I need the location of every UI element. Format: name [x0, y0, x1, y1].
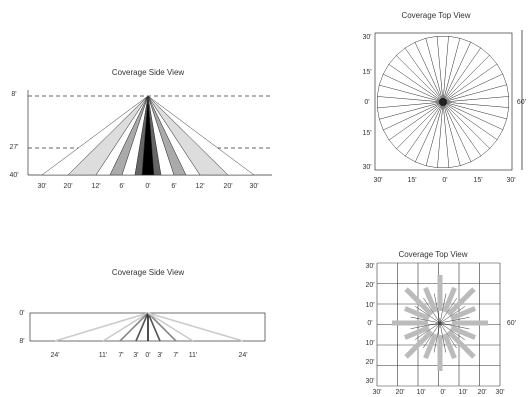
coverage-ray — [414, 322, 441, 340]
distance-label: 30' — [372, 389, 381, 396]
coverage-ray — [119, 312, 149, 342]
distance-label: 7' — [118, 352, 123, 359]
distance-label: 20' — [223, 183, 232, 190]
height-label: 20' — [365, 282, 374, 289]
distance-label: 6' — [171, 183, 176, 190]
coverage-ray — [414, 306, 441, 324]
distance-label: 30' — [37, 183, 46, 190]
distance-label: 0' — [145, 352, 150, 359]
height-label: 20' — [365, 359, 374, 366]
shapes — [27, 30, 523, 387]
coverage-zone — [442, 286, 457, 313]
height-label: 8' — [19, 338, 24, 345]
coverage-ray — [434, 293, 441, 324]
distance-label: 20' — [477, 389, 486, 396]
distance-label: 11' — [99, 352, 108, 359]
distance-label: 11' — [189, 352, 198, 359]
coverage-zone — [404, 329, 434, 359]
height-label: 15' — [362, 130, 371, 137]
coverage-zone — [404, 287, 434, 317]
distance-label: 6' — [119, 183, 124, 190]
coverage-ray — [102, 312, 149, 342]
distance-label: 30' — [495, 389, 504, 396]
diagram-title: Coverage Side View — [112, 68, 185, 77]
coverage-ray — [423, 297, 441, 324]
height-label: 30' — [362, 34, 371, 41]
distance-label: 30' — [249, 183, 258, 190]
height-label: 40' — [9, 172, 18, 179]
distance-label: 30' — [506, 177, 515, 184]
span-label: 60' — [507, 320, 516, 327]
height-label: 30' — [365, 378, 374, 385]
center-dot — [439, 98, 447, 106]
distance-label: 7' — [173, 352, 178, 359]
height-label: 0' — [364, 99, 369, 106]
coverage-ray — [439, 317, 470, 324]
distance-label: 15' — [407, 177, 416, 184]
coverage-zone — [403, 306, 430, 321]
distance-label: 10' — [458, 389, 467, 396]
coverage-ray — [147, 312, 177, 342]
coverage-ray — [439, 297, 457, 324]
height-label: 10' — [365, 340, 374, 347]
coverage-ray — [439, 306, 466, 324]
coverage-ray — [135, 312, 149, 342]
coverage-zone — [423, 333, 438, 360]
distance-label: 10' — [416, 389, 425, 396]
height-label: 30' — [362, 164, 371, 171]
distance-label: 20' — [63, 183, 72, 190]
coverage-ray — [439, 293, 447, 324]
diagram-title: Coverage Side View — [112, 268, 185, 277]
coverage-ray — [147, 312, 194, 342]
distance-label: 3' — [133, 352, 138, 359]
coverage-zone — [442, 84, 510, 103]
distance-label: 15' — [473, 177, 482, 184]
span-label: 60' — [517, 99, 526, 106]
coverage-ray — [423, 322, 441, 349]
coverage-wedge — [147, 95, 255, 176]
coverage-zone — [450, 306, 477, 321]
height-label: 10' — [365, 302, 374, 309]
coverage-ray — [410, 322, 441, 329]
coverage-ray — [433, 322, 441, 353]
coverage-ray — [439, 322, 457, 349]
distance-label: 12' — [195, 183, 204, 190]
height-label: 8' — [11, 91, 16, 98]
coverage-zone — [403, 325, 430, 340]
distance-label: 24' — [238, 352, 247, 359]
coverage-ray — [439, 322, 470, 330]
diagram-title: Coverage Top View — [401, 11, 470, 20]
distance-label: 12' — [91, 183, 100, 190]
coverage-ray — [147, 312, 161, 342]
distance-label: 20' — [395, 389, 404, 396]
height-label: 0' — [367, 320, 372, 327]
coverage-ray — [410, 316, 441, 324]
coverage-ray — [54, 312, 149, 342]
coverage-ray — [439, 322, 466, 340]
distance-label: 0' — [145, 183, 150, 190]
distance-label: 24' — [50, 352, 59, 359]
coverage-ray — [147, 312, 244, 342]
diagram-title: Coverage Top View — [398, 250, 467, 259]
distance-label: 0' — [440, 389, 445, 396]
distance-label: 30' — [373, 177, 382, 184]
height-label: 0' — [19, 310, 24, 317]
coverage-zone — [450, 325, 477, 340]
height-label: 27' — [9, 144, 18, 151]
coverage-ray — [439, 322, 446, 353]
height-label: 30' — [365, 263, 374, 270]
coverage-zone — [442, 333, 457, 360]
height-label: 15' — [362, 69, 371, 76]
coverage-zone — [446, 329, 476, 359]
coverage-zone — [423, 286, 438, 313]
distance-label: 3' — [157, 352, 162, 359]
distance-label: 0' — [442, 177, 447, 184]
coverage-zone — [446, 287, 476, 317]
